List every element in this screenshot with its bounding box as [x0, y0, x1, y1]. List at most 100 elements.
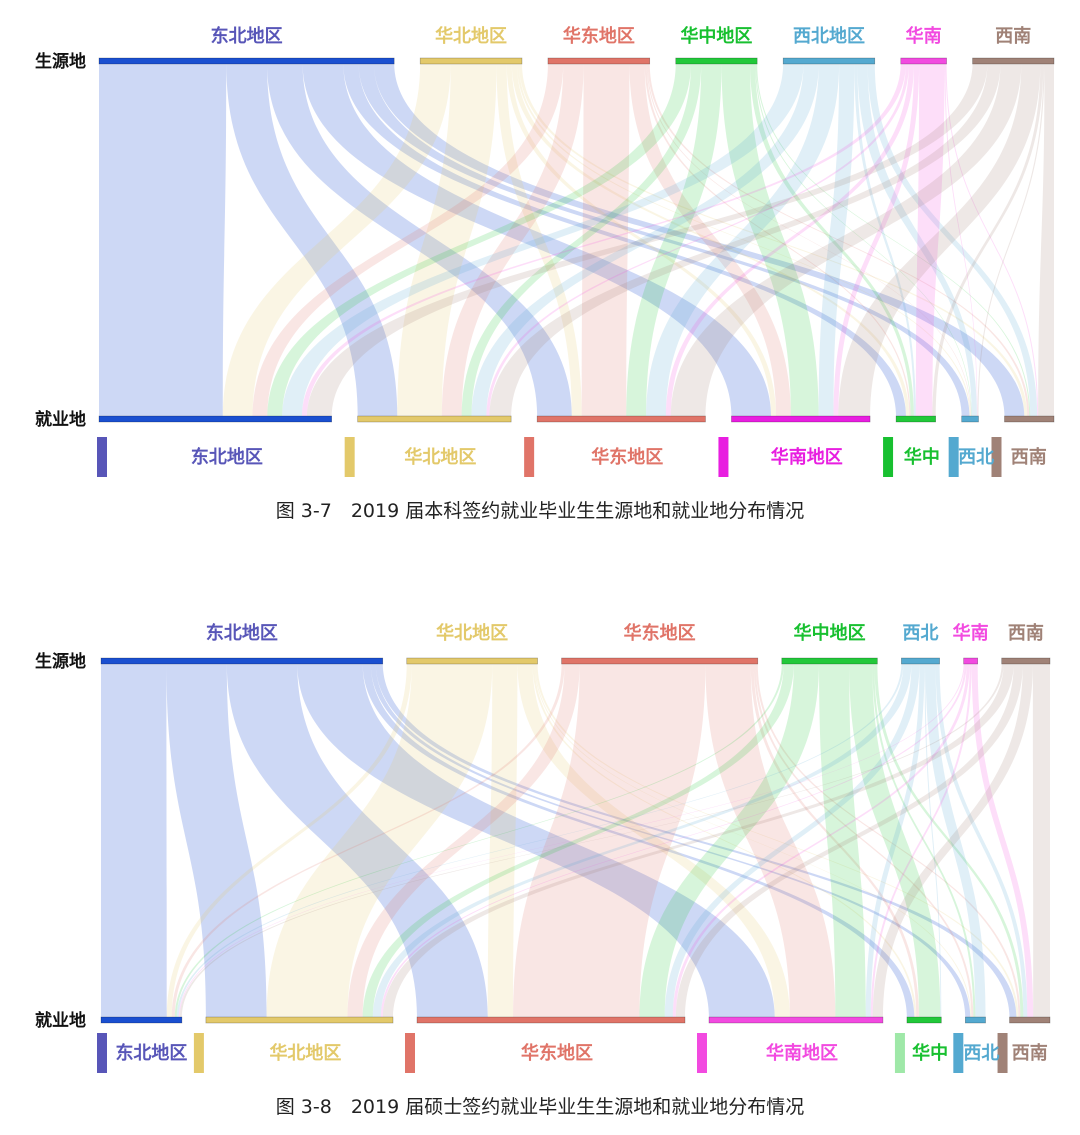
flow-华北地区-to-东北地区: [166, 663, 412, 1018]
target-node-label: 东北地区: [191, 446, 263, 468]
flow-西南-to-华东地区: [675, 663, 1023, 1018]
flow-东北地区-to-华北地区: [226, 63, 398, 417]
target-node-bar: [965, 1016, 986, 1024]
flow-华东地区-to-华东地区: [513, 663, 706, 1018]
source-node-label: 西北地区: [793, 25, 865, 47]
flow-西北-to-华南地区: [865, 663, 925, 1018]
target-node-bar: [731, 415, 871, 423]
flow-西南-to-西南: [1038, 63, 1054, 417]
flow-华东地区-to-华北地区: [441, 63, 584, 417]
source-node-bar: [419, 57, 523, 65]
target-node-label: 华南地区: [766, 1042, 838, 1064]
row-label-source: 生源地: [35, 51, 86, 72]
flow-华中地区-to-西南: [756, 63, 1031, 417]
target-node-label: 西南: [1012, 1042, 1048, 1064]
flow-华北地区-to-华南地区: [506, 63, 777, 417]
flow-东北地区-to-西南: [375, 663, 1017, 1018]
flow-东北地区-to-华中: [343, 63, 906, 417]
source-node-bar: [782, 57, 876, 65]
flow-华东地区-to-华南地区: [629, 63, 791, 417]
legend-swatch: [894, 1033, 905, 1073]
flow-华南-to-西南: [945, 63, 1039, 417]
source-node-label: 华东地区: [563, 25, 635, 47]
source-node-label: 东北地区: [206, 622, 278, 644]
flow-华中地区-to-华南地区: [721, 63, 819, 417]
legend-swatch: [344, 437, 355, 477]
target-node-label: 华北地区: [269, 1042, 341, 1064]
source-node-label: 西北: [902, 623, 938, 644]
flow-西北-to-华中: [924, 663, 942, 1018]
flow-华中地区-to-西南: [874, 663, 1024, 1018]
flow-西北-to-华东地区: [664, 663, 920, 1018]
target-node-bar: [416, 1016, 686, 1024]
figure-caption: 图 3-7 2019 届本科签约就业毕业生生源地和就业地分布情况: [275, 500, 805, 522]
flow-西南-to-华南地区: [872, 663, 1033, 1018]
flow-华北地区-to-华北地区: [397, 63, 497, 417]
flow-华南-to-华中: [915, 63, 945, 417]
flow-华中地区-to-华东地区: [626, 63, 722, 417]
flow-华北地区-to-华东地区: [487, 663, 518, 1018]
flow-华东地区-to-东北地区: [171, 663, 565, 1018]
flow-西北-to-西北: [925, 663, 986, 1018]
target-node-label: 西北: [963, 1043, 999, 1064]
source-node-label: 华南: [953, 622, 989, 644]
legend-swatch: [997, 1033, 1008, 1073]
legend-swatch: [97, 437, 107, 477]
flow-ribbons: [99, 63, 1054, 417]
flow-东北地区-to-华东地区: [266, 63, 572, 417]
flow-华南-to-华北地区: [486, 63, 909, 417]
target-node-label: 华中: [904, 446, 940, 468]
flow-西南-to-西北: [977, 63, 1045, 417]
flow-华东地区-to-西南: [647, 63, 1030, 417]
source-node-bar: [98, 57, 395, 65]
row-label-employment: 就业地: [35, 409, 86, 430]
flow-华南-to-东北地区: [178, 663, 965, 1018]
flow-华北地区-to-西北: [534, 663, 972, 1018]
flow-西北地区-to-东北地区: [282, 63, 804, 417]
target-node-label: 华东地区: [591, 446, 663, 468]
target-node-bar: [536, 415, 706, 423]
flow-东北地区-to-华中: [362, 663, 915, 1018]
target-node-label: 华南地区: [771, 446, 843, 468]
flow-华北地区-to-华北地区: [266, 663, 493, 1018]
flow-华东地区-to-东北地区: [252, 63, 564, 417]
target-node-bar: [205, 1016, 394, 1024]
target-node-bar: [1004, 415, 1055, 423]
flow-西南-to-东北地区: [306, 63, 988, 417]
source-node-label: 华北地区: [435, 25, 507, 47]
source-node-bar: [561, 657, 759, 665]
source-node-bar: [901, 657, 940, 665]
target-node-label: 华东地区: [521, 1042, 593, 1064]
source-node-label: 西南: [995, 25, 1031, 47]
flow-华东地区-to-西北: [753, 663, 974, 1018]
source-node-label: 华东地区: [624, 622, 696, 644]
legend-swatch: [404, 1033, 415, 1073]
flow-华南-to-东北地区: [301, 63, 906, 417]
flow-西北-to-西南: [935, 663, 1028, 1018]
source-node-label: 华中地区: [680, 25, 752, 47]
target-node-bar: [98, 415, 332, 423]
flow-西南-to-华北地区: [489, 63, 1001, 417]
flow-华南-to-华北地区: [380, 663, 967, 1018]
flow-华中地区-to-东北地区: [267, 63, 692, 417]
flow-华中地区-to-华南地区: [819, 663, 866, 1018]
flow-华中地区-to-西北: [755, 63, 972, 417]
source-node-label: 东北地区: [211, 25, 283, 47]
target-node-label: 西北: [958, 447, 994, 468]
legend-swatch: [193, 1033, 204, 1073]
source-node-bar: [1001, 657, 1051, 665]
target-node-label: 华北地区: [404, 446, 476, 468]
target-node-bar: [1009, 1016, 1051, 1024]
flow-华东地区-to-华南地区: [705, 663, 836, 1018]
flow-西南-to-东北地区: [179, 663, 1004, 1018]
flow-华东地区-to-华中: [644, 63, 911, 417]
source-node-label: 西南: [1008, 622, 1044, 644]
node-bars: [97, 57, 1055, 477]
flow-华北地区-to-西北: [516, 63, 971, 417]
flow-东北地区-to-华东地区: [226, 663, 488, 1018]
flow-华南-to-西南: [971, 663, 1034, 1018]
flow-华东地区-to-华东地区: [581, 63, 630, 417]
flow-华东地区-to-华中: [750, 663, 920, 1018]
flow-华南-to-华南地区: [870, 663, 972, 1018]
